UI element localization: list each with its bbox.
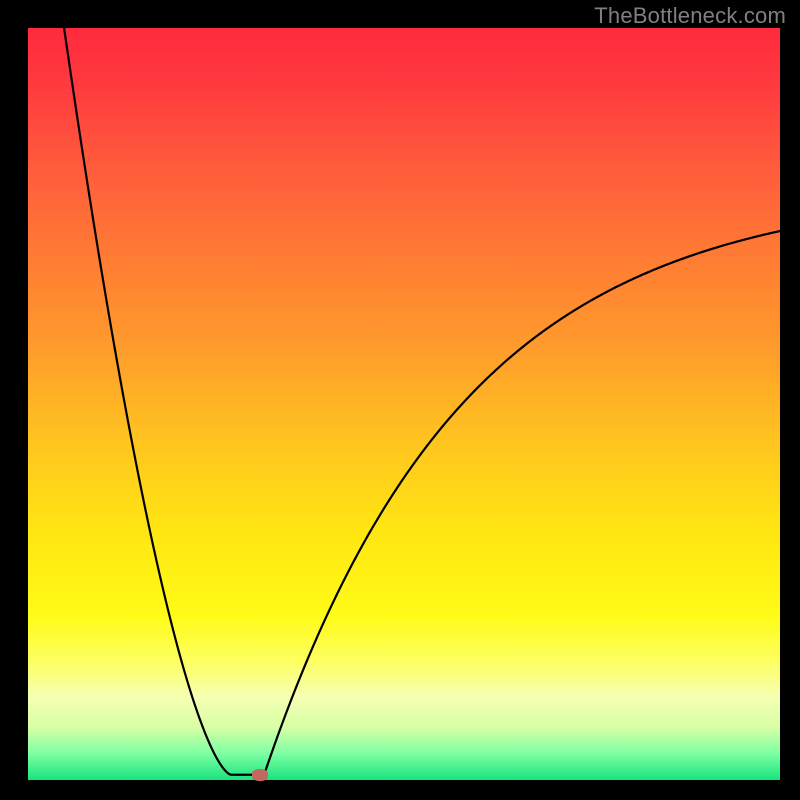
stage: TheBottleneck.com <box>0 0 800 800</box>
plot-area <box>28 28 780 780</box>
minimum-marker <box>252 769 268 781</box>
watermark-text: TheBottleneck.com <box>594 3 786 29</box>
minimum-marker-dot <box>252 769 268 781</box>
